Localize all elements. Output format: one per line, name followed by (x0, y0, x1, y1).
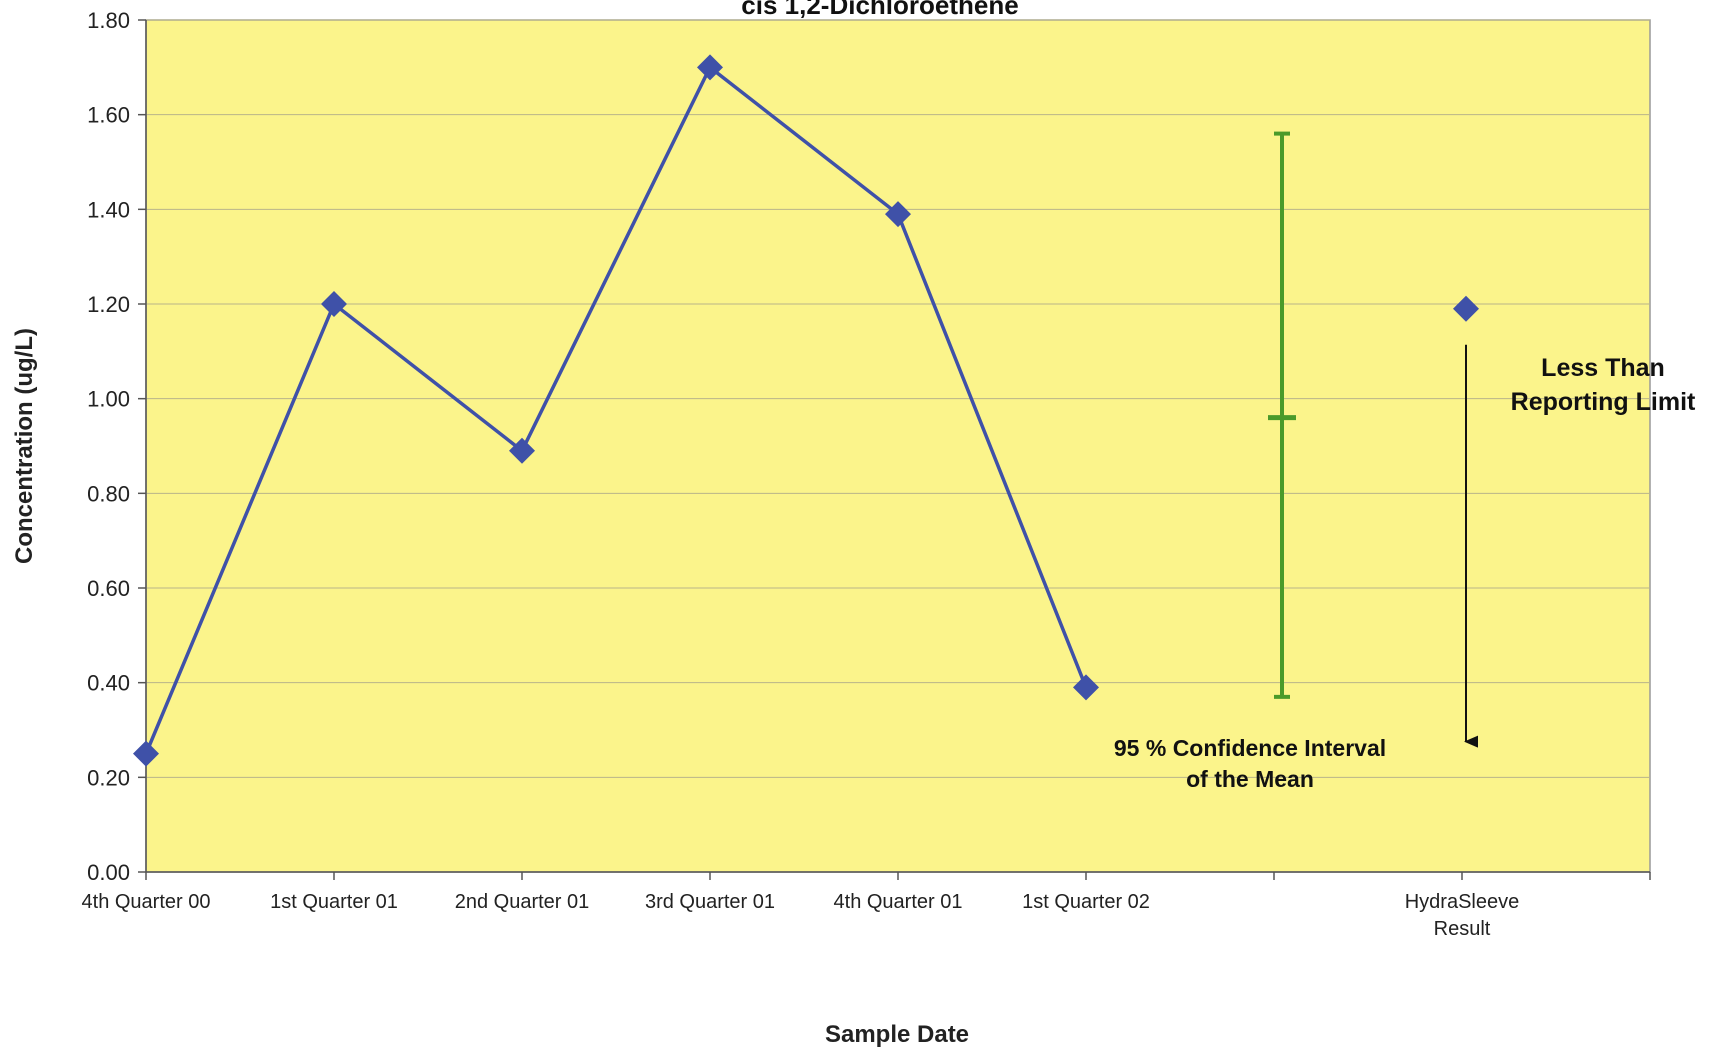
plot-area (145, 19, 1651, 873)
gridlines (146, 19, 1650, 778)
series-markers (133, 54, 1099, 767)
hydrasleeve-marker (1453, 295, 1479, 322)
y-tick-label: 1.40 (87, 197, 130, 222)
series-point (885, 201, 911, 228)
x-category-label: 2nd Quarter 01 (455, 891, 590, 913)
confidence-interval-bar (1268, 131, 1296, 699)
x-category-label: Result (1434, 918, 1491, 940)
hydrasleeve-result (1453, 295, 1479, 748)
series-line (144, 64, 1088, 755)
series-point (697, 54, 723, 81)
x-category-label: 1st Quarter 01 (270, 891, 398, 913)
less-than-label-line-1: Less Than (1541, 354, 1665, 382)
x-category-label: 4th Quarter 01 (834, 891, 963, 913)
y-tick-label: 1.00 (87, 387, 130, 412)
x-axis: 4th Quarter 00 1st Quarter 01 2nd Quarter … (82, 871, 1651, 940)
x-category-label: 4th Quarter 00 (82, 891, 211, 913)
series-point (1073, 674, 1099, 701)
y-tick-label: 1.20 (87, 292, 130, 317)
y-tick-label: 1.60 (87, 103, 130, 128)
ci-label-line-2: of the Mean (1186, 766, 1314, 792)
x-category-label: 3rd Quarter 01 (645, 891, 775, 913)
chart-title: cis 1,2-Dichloroethene (741, 0, 1018, 20)
y-tick-label: 0.60 (87, 576, 130, 601)
y-axis-title: Concentration (ug/L) (11, 328, 38, 564)
series-point (509, 437, 535, 464)
y-tick-label: 0.00 (87, 860, 130, 885)
y-axis: 0.00 0.20 0.40 0.60 0.80 1.00 1.20 1.40 1.60 1.80 (87, 8, 147, 885)
y-tick-label: 0.80 (87, 481, 130, 506)
ci-label-line-1: 95 % Confidence Interval (1114, 735, 1386, 761)
less-than-label-line-2: Reporting Limit (1511, 388, 1696, 416)
y-tick-label: 1.80 (87, 8, 130, 33)
x-category-label: 1st Quarter 02 (1022, 891, 1150, 913)
y-tick-label: 0.40 (87, 671, 130, 696)
series-point (133, 740, 159, 767)
series-point (321, 291, 347, 317)
x-category-label: HydraSleeve (1405, 891, 1520, 913)
x-axis-title: Sample Date (825, 1021, 969, 1048)
y-tick-label: 0.20 (87, 765, 130, 790)
